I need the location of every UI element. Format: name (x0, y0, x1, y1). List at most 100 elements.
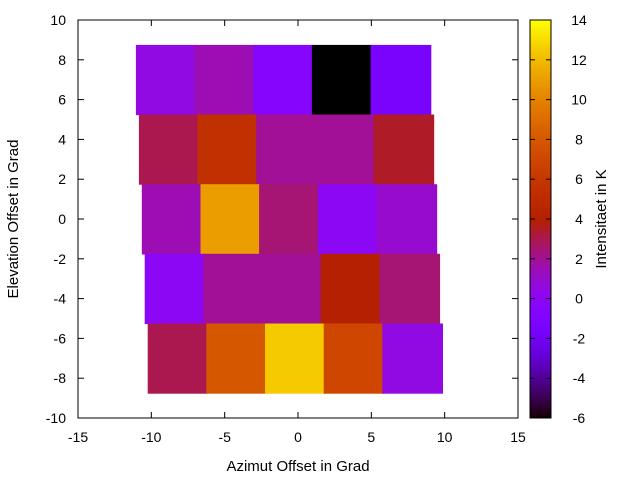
colorbar-segment (530, 87, 551, 91)
colorbar-label: Intensitaet in K (593, 169, 610, 268)
y-tick-label: 4 (58, 131, 66, 147)
colorbar-segment (530, 169, 551, 172)
colorbar-segment (530, 412, 551, 415)
colorbar-segment (530, 316, 551, 319)
heatmap-cell (144, 253, 206, 325)
colorbar-segment (530, 388, 551, 391)
colorbar-segment (530, 244, 551, 248)
heatmap-cell (320, 253, 382, 325)
colorbar-segment (530, 290, 551, 294)
heatmap-cell (141, 184, 203, 255)
colorbar-segment (530, 222, 551, 226)
colorbar-segment (530, 250, 551, 254)
colorbar-segment (530, 219, 551, 222)
colorbar-segment (530, 25, 551, 29)
colorbar-segment (530, 404, 551, 407)
colorbar-segment (530, 123, 551, 126)
colorbar-segment (530, 211, 551, 214)
colorbar-segment (530, 161, 551, 164)
colorbar-segment (530, 378, 551, 381)
colorbar-segment (530, 294, 551, 298)
colorbar-segment (530, 121, 551, 124)
colorbar-segment (530, 346, 551, 349)
colorbar-segment (530, 55, 551, 59)
heatmap-cell (194, 44, 256, 116)
colorbar-segment (530, 63, 551, 67)
colorbar-segment (530, 292, 551, 296)
colorbar-segment (530, 195, 551, 198)
colorbar-segment (530, 141, 551, 144)
colorbar-segment (530, 189, 551, 192)
y-tick-label: 8 (58, 52, 66, 68)
colorbar-segment (530, 89, 551, 93)
colorbar-segment (530, 352, 551, 355)
colorbar-segment (530, 39, 551, 43)
colorbar-segment (530, 362, 551, 365)
colorbar-segment (530, 57, 551, 61)
colorbar-segment (530, 302, 551, 306)
colorbar-segment (530, 177, 551, 180)
colorbar-segment (530, 370, 551, 373)
colorbar-segment (530, 79, 551, 83)
colorbar-tick-label: 8 (575, 131, 583, 147)
colorbar-segment (530, 414, 551, 417)
colorbar-segment (530, 234, 551, 238)
colorbar-segment (530, 368, 551, 371)
colorbar-segment (530, 33, 551, 37)
colorbar-segment (530, 203, 551, 206)
colorbar-segment (530, 230, 551, 234)
y-tick-label: 2 (58, 171, 66, 187)
colorbar-segment (530, 197, 551, 200)
heatmap-cell (256, 114, 317, 185)
colorbar-segment (530, 410, 551, 413)
colorbar-segment (530, 43, 551, 47)
colorbar-segment (530, 129, 551, 132)
colorbar-segment (530, 199, 551, 202)
colorbar-segment (530, 340, 551, 343)
colorbar-segment (530, 276, 551, 280)
colorbar-segment (530, 187, 551, 190)
x-tick-label: 10 (437, 429, 453, 445)
colorbar-segment (530, 402, 551, 405)
colorbar-segment (530, 260, 551, 264)
colorbar-segment (530, 272, 551, 276)
heatmap-cell (200, 184, 262, 255)
colorbar-segment (530, 382, 551, 385)
colorbar-segment (530, 35, 551, 39)
colorbar-segment (530, 193, 551, 196)
colorbar-segment (530, 165, 551, 168)
colorbar-segment (530, 167, 551, 170)
colorbar-segment (530, 20, 551, 23)
colorbar-segment (530, 73, 551, 77)
colorbar-segment (530, 304, 551, 308)
colorbar-segment (530, 238, 551, 242)
colorbar-segment (530, 386, 551, 389)
colorbar-segment (530, 224, 551, 228)
colorbar-segment (530, 318, 551, 321)
colorbar-tick-label: 12 (571, 52, 587, 68)
y-tick-label: 6 (58, 92, 66, 108)
colorbar-segment (530, 109, 551, 113)
heatmap-cell (203, 253, 265, 325)
colorbar-segment (530, 113, 551, 117)
colorbar-tick-label: 2 (575, 251, 583, 267)
colorbar-segment (530, 374, 551, 377)
colorbar-tick-label: 4 (575, 211, 583, 227)
colorbar-segment (530, 41, 551, 45)
colorbar-tick-label: 6 (575, 171, 583, 187)
colorbar-segment (530, 400, 551, 403)
colorbar-segment (530, 27, 551, 31)
heatmap-cell (376, 184, 438, 255)
colorbar-segment (530, 342, 551, 345)
colorbar-segment (530, 266, 551, 270)
x-tick-label: 5 (367, 429, 375, 445)
y-tick-label: -2 (54, 251, 67, 267)
colorbar-segment (530, 191, 551, 194)
colorbar-segment (530, 21, 551, 25)
colorbar-segment (530, 37, 551, 41)
colorbar-segment (530, 175, 551, 178)
colorbar-segment (530, 270, 551, 274)
colorbar-segment (530, 226, 551, 230)
colorbar-segment (530, 278, 551, 282)
